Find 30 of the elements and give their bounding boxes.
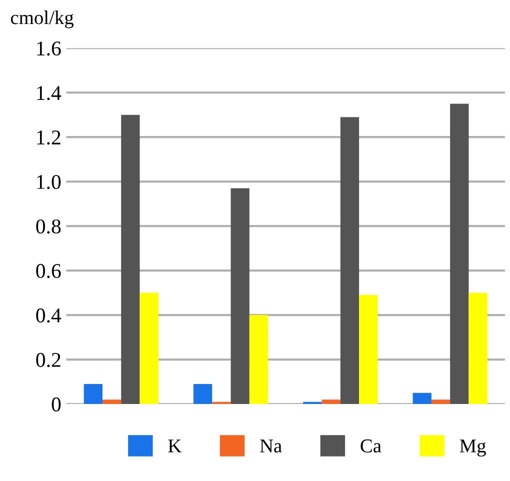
legend-label: K <box>168 440 182 452</box>
y-tick-label: 1.4 <box>37 86 62 100</box>
y-tick-label: 1.6 <box>37 42 61 56</box>
bar <box>450 104 469 404</box>
bar <box>230 188 250 404</box>
y-tick-label: 0.8 <box>36 219 61 234</box>
bar <box>84 384 102 404</box>
bar <box>303 402 322 404</box>
bar <box>359 295 378 404</box>
y-tick-label: 0 <box>52 397 61 412</box>
y-tick-label: 0.6 <box>36 264 61 278</box>
bar <box>140 292 158 404</box>
bar <box>468 292 488 404</box>
bar <box>102 400 122 404</box>
bar <box>121 114 140 404</box>
y-tick-label: 1.0 <box>37 174 61 190</box>
legend-label: Ca <box>360 439 382 452</box>
bar <box>431 400 450 404</box>
bar <box>249 315 268 404</box>
bar <box>412 392 432 404</box>
bar <box>340 117 360 404</box>
bar <box>322 400 340 404</box>
legend-label: Mg <box>460 440 486 456</box>
bar <box>212 402 231 404</box>
y-tick-label: 1.2 <box>37 130 60 145</box>
y-tick-label: 0.2 <box>36 352 60 368</box>
y-tick-label: 0.4 <box>36 308 62 323</box>
y-axis-title: cmol/kg <box>10 10 74 28</box>
legend-label: Na <box>260 440 282 452</box>
bar <box>193 384 212 404</box>
